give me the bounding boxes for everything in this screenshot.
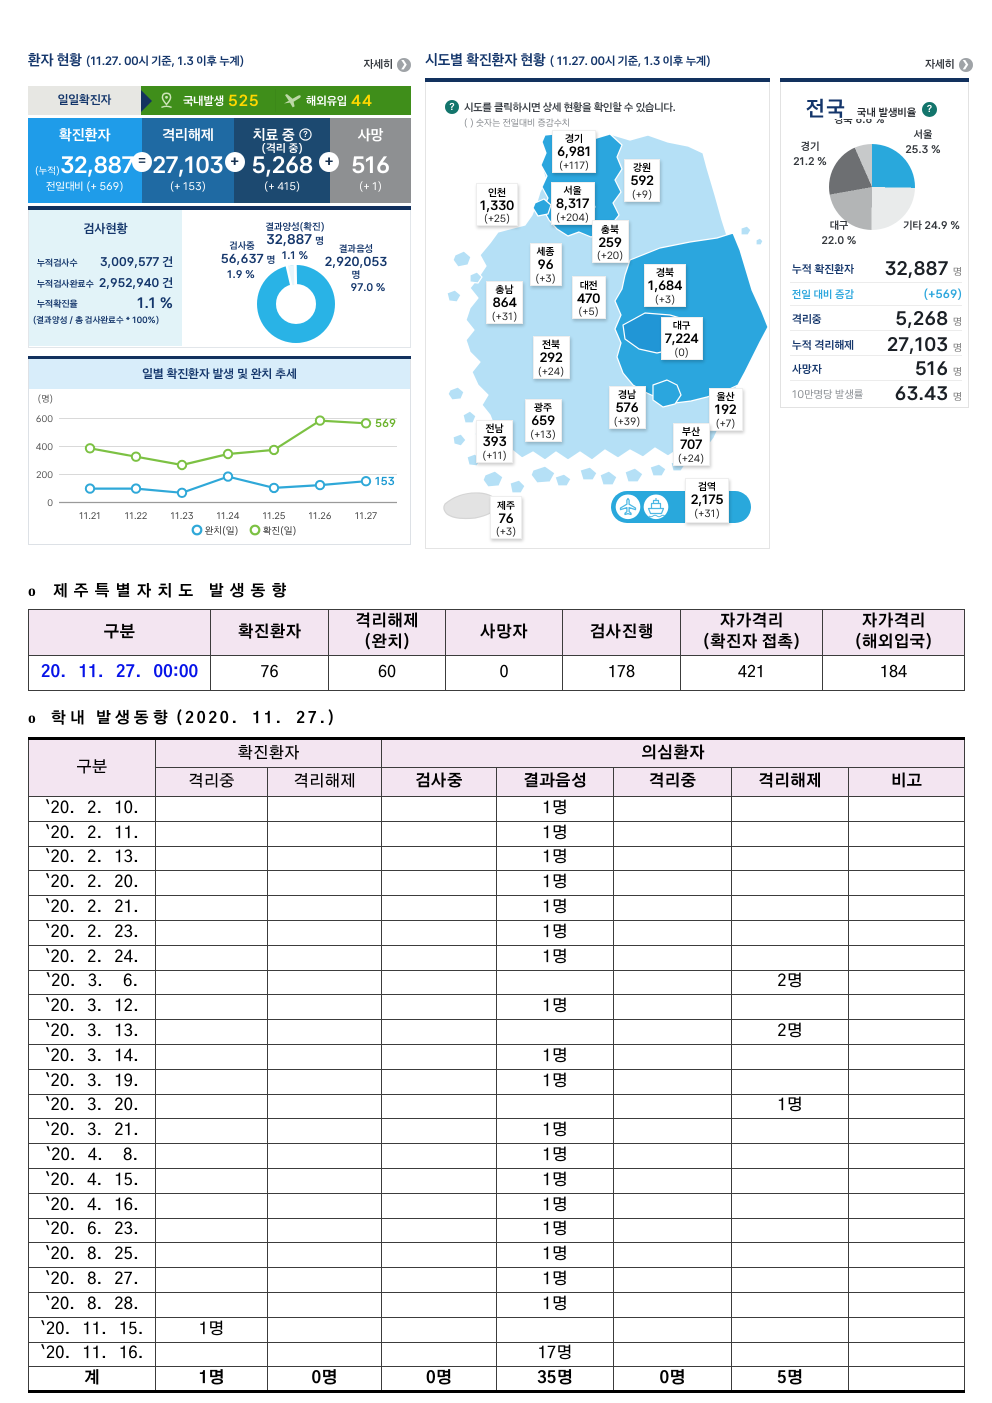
svg-text:600: 600 [36, 414, 53, 425]
svg-text:?: ? [303, 130, 308, 140]
svg-text:11.22: 11.22 [125, 511, 148, 522]
svg-text:완치(일): 완치(일) [205, 525, 238, 537]
svg-text:(명): (명) [38, 394, 53, 405]
svg-text:11.26: 11.26 [309, 511, 332, 522]
svg-text:0: 0 [47, 498, 53, 509]
svg-text:11.21: 11.21 [79, 511, 101, 522]
svg-text:569: 569 [375, 416, 396, 430]
svg-text:11.27: 11.27 [355, 511, 377, 522]
svg-text:400: 400 [36, 442, 54, 453]
svg-text:153: 153 [375, 474, 395, 488]
svg-text:11.24: 11.24 [216, 511, 239, 522]
svg-text:11.23: 11.23 [171, 511, 194, 522]
svg-text:200: 200 [36, 470, 53, 481]
svg-text:확진(일): 확진(일) [263, 525, 296, 537]
svg-text:11.25: 11.25 [263, 511, 286, 522]
